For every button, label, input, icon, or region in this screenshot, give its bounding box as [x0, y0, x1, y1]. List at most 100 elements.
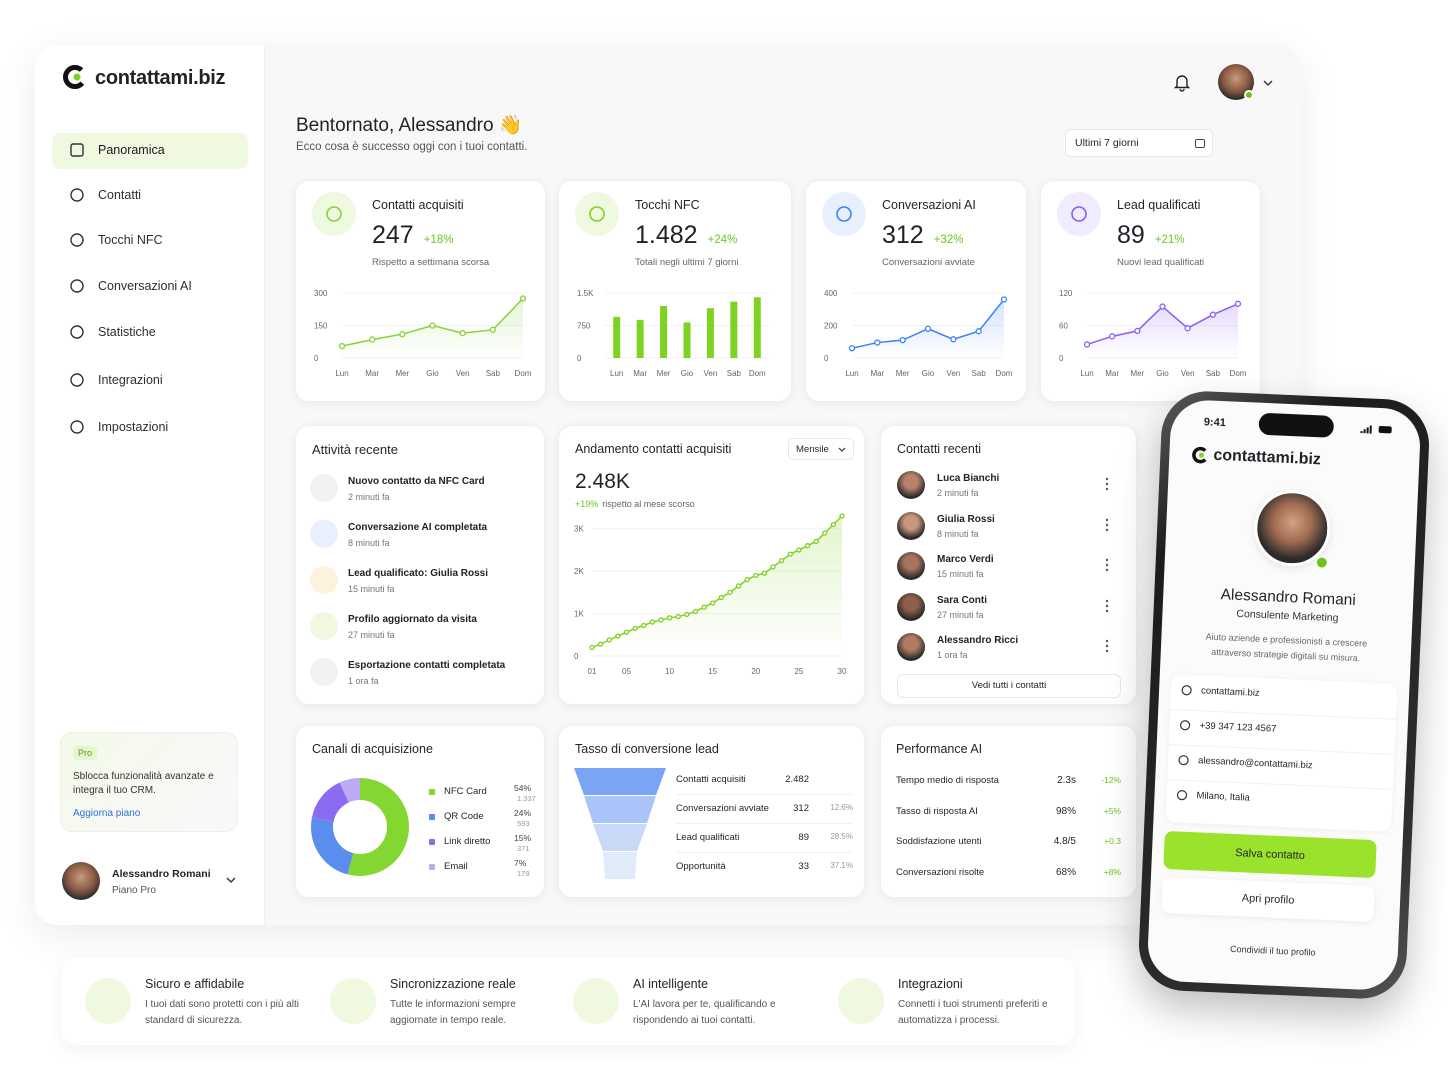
kpi-note: Nuovi lead qualificati: [1117, 257, 1205, 268]
promo-link[interactable]: Aggiorna piano: [73, 808, 141, 819]
nav-item[interactable]: Statistiche: [98, 325, 156, 339]
donut-slice: [311, 778, 409, 876]
x-tick-label: Gio: [681, 369, 694, 378]
chart: 0 60 120 Lun Mar Mer Gio Ven Sab Dom: [1059, 289, 1247, 378]
nav-item[interactable]: Conversazioni AI: [98, 279, 192, 293]
nav-item[interactable]: Panoramica: [98, 143, 165, 157]
metric-delta: +0.3: [1104, 836, 1121, 846]
funnel-level: [574, 768, 666, 795]
menu-dot: [1105, 644, 1109, 648]
contact-name: Sara Conti: [937, 594, 988, 606]
nav-item[interactable]: Impostazioni: [98, 420, 169, 434]
x-tick-label: Mer: [657, 369, 671, 378]
point: [589, 644, 595, 651]
contact-name: Giulia Rossi: [937, 513, 995, 525]
contact-link[interactable]: +39 347 123 4567: [1199, 720, 1277, 735]
point: [684, 611, 690, 618]
save-button[interactable]: Salva contatto: [1163, 830, 1377, 879]
nav-icon: [70, 373, 84, 387]
kpi-value-row: 312 +32%: [882, 221, 963, 250]
point: [623, 629, 630, 635]
activity-icon: [310, 612, 338, 640]
point: [459, 329, 466, 337]
trend-delta: +19%: [575, 499, 599, 509]
menu-dot: [1105, 568, 1109, 572]
user-plan: Piano Pro: [112, 885, 156, 896]
nav-item[interactable]: Contatti: [98, 188, 142, 202]
view-all-button[interactable]: Vedi tutti i contatti: [897, 674, 1121, 698]
kpi-card: Tocchi NFC 1.482 +24% Totali negli ultimi 7…: [558, 180, 792, 402]
funnel-card: Tasso di conversione lead Contatti acquis…: [558, 725, 865, 898]
nav-icon: [70, 420, 84, 434]
legend-percent: 15%: [514, 833, 532, 843]
kpi-delta: +18%: [423, 234, 454, 246]
page-subtitle: Ecco cosa è successo oggi con i tuoi con…: [296, 141, 528, 153]
x-tick-label: Mer: [395, 369, 409, 378]
menu-dot: [1105, 558, 1109, 562]
signal-bar: [1360, 431, 1363, 434]
point: [950, 336, 957, 343]
x-tick-label: Dom: [996, 369, 1013, 378]
kpi-glyph-shape: [326, 206, 342, 222]
share-link[interactable]: Condividi il tuo profilo: [1229, 943, 1316, 958]
period-select[interactable]: Mensile: [788, 438, 854, 460]
area-fill: [592, 516, 842, 656]
legend-swatch: [429, 864, 435, 870]
bar: [683, 322, 691, 358]
phone: 9:41 contattami.biz Alessandro Romani Consu…: [1137, 389, 1431, 1001]
point: [489, 326, 496, 333]
legend-swatch: [429, 814, 435, 820]
x-tick-label: Sab: [1206, 369, 1221, 378]
point: [1159, 303, 1166, 310]
notch: [1258, 412, 1335, 438]
open-button[interactable]: Apri profilo: [1161, 876, 1375, 923]
contact-link[interactable]: Milano, Italia: [1196, 790, 1251, 804]
kpi-card: Conversazioni AI 312 +32% Conversazioni avv…: [805, 180, 1027, 402]
bar: [730, 301, 738, 358]
x-tick-label: Dom: [749, 369, 766, 378]
signal-bar: [1363, 429, 1366, 434]
x-tick-label: Gio: [426, 369, 439, 378]
verified-badge: [1314, 555, 1330, 570]
date-range[interactable]: Ultimi 7 giorni: [1065, 129, 1213, 157]
nav-item[interactable]: Integrazioni: [98, 373, 163, 387]
y-tick-label: 60: [1059, 322, 1068, 331]
x-tick-label: Lun: [610, 369, 623, 378]
feature-icon: [330, 978, 376, 1024]
metric-label: Conversazioni risolte: [896, 866, 985, 878]
y-tick-label: 300: [314, 289, 328, 298]
funnel-label: Lead qualificati: [676, 832, 740, 843]
performance-card: Performance AI Tempo medio di risposta 2.3…: [880, 725, 1137, 898]
nav-icon-shape: [70, 279, 84, 293]
calendar-icon: [1195, 139, 1205, 148]
card-title: Attività recente: [312, 442, 398, 457]
signal-bar: [1369, 425, 1372, 434]
chevron-path: [838, 447, 846, 452]
point: [744, 576, 750, 583]
save-label: Salva contatto: [1234, 847, 1306, 863]
metric-label: Tempo medio di risposta: [896, 775, 999, 786]
contact-link[interactable]: alessandro@contattami.biz: [1197, 755, 1313, 772]
contact-avatar: [897, 592, 925, 621]
activity-time: 2 minuti fa: [348, 492, 390, 502]
x-tick-label: Mar: [870, 369, 884, 378]
funnel-label: Conversazioni avviate: [676, 803, 769, 814]
legend-swatch: [429, 789, 435, 795]
legend-percent: 7%: [514, 858, 527, 868]
contact-avatar: [897, 511, 925, 540]
point: [1209, 311, 1216, 318]
kpi-icon: [1057, 192, 1101, 236]
contact-name: Alessandro Ricci: [937, 635, 1019, 646]
kpi-title: Contatti acquisiti: [372, 198, 464, 212]
funnel-level: [584, 796, 656, 823]
trend-note-row: +19% rispetto al mese scorso: [575, 499, 695, 509]
page-title: Bentornato, Alessandro 👋: [296, 115, 523, 136]
contact-link[interactable]: contattami.biz: [1200, 685, 1260, 699]
funnel-level: [593, 824, 647, 851]
kpi-value: 312: [882, 221, 924, 249]
chevron: [838, 447, 846, 452]
menu-dot: [1105, 563, 1109, 567]
nav-item[interactable]: Tocchi NFC: [98, 233, 163, 247]
activity-time: 8 minuti fa: [348, 538, 390, 548]
nav-icon-shape: [70, 188, 84, 202]
